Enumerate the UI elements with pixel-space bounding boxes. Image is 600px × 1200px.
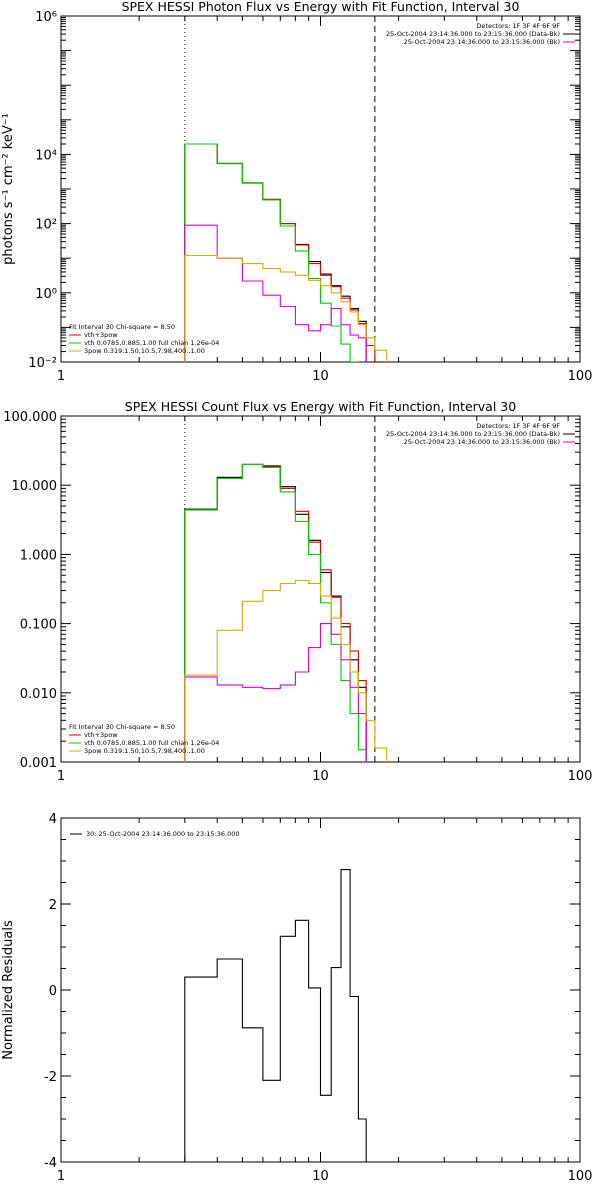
legend-top-text: Detectors: 1F 3F 4F 6F 9F: [476, 22, 560, 30]
legend-bottom-text: 3pow 0.319,1.50,10.5,7.98,400.,1.00: [84, 347, 205, 355]
legend-bottom-text: Fit Interval 30 Chi-square = 8.50: [69, 323, 175, 331]
legend-bottom-text: Fit Interval 30 Chi-square = 8.50: [69, 723, 175, 731]
series-data-bk: [184, 143, 367, 362]
x-tick-label: 10: [312, 1169, 329, 1184]
x-tick-label: 10: [312, 369, 329, 384]
legend-bottom-text: 3pow 0.319,1.50,10.5,7.98,400.,1.00: [84, 747, 205, 755]
x-tick-label: 10: [312, 769, 329, 784]
x-tick-label: 100: [568, 769, 593, 784]
y-tick-label: 10.000: [12, 479, 58, 494]
y-tick-label: 10⁻²: [28, 356, 57, 371]
y-tick-label: 10⁴: [35, 148, 57, 163]
series-3pow: [184, 623, 367, 762]
legend-top-text: 25-Oct-2004 23:14:36.000 to 23:15:36.000…: [404, 38, 560, 46]
y-tick-label: 10²: [35, 218, 57, 233]
chart-title: SPEX HESSI Count Flux vs Energy with Fit…: [125, 399, 516, 414]
legend-bottom-text: vth+3pow: [84, 331, 118, 339]
legend-top-text: 25-Oct-2004 23:14:36.000 to 23:15:36.000…: [404, 438, 560, 446]
legend-text: 30: 25-Oct-2004 23:14:36.000 to 23:15:36…: [86, 830, 240, 838]
legend-bottom-text: vth+3pow: [84, 731, 118, 739]
series-bk: [184, 254, 388, 362]
x-tick-label: 1: [57, 769, 65, 784]
y-tick-label: 10⁰: [35, 287, 57, 302]
y-tick-label: 1.000: [20, 548, 57, 563]
y-tick-label: 100.000: [3, 410, 57, 425]
plot-frame: [60, 15, 581, 363]
series-vth-3pow: [184, 143, 376, 362]
series-data-bk: [184, 463, 367, 762]
series-vth: [184, 463, 367, 762]
series-residuals: [184, 869, 367, 1162]
legend-bottom-text: vth 0.0785,0.885,1.00 full chian 1.26e-0…: [84, 739, 219, 747]
x-tick-label: 100: [568, 1169, 593, 1184]
series-vth: [184, 143, 359, 362]
x-tick-label: 1: [57, 1169, 65, 1184]
y-tick-label: -2: [44, 1070, 57, 1085]
y-tick-label: 0.001: [20, 756, 57, 771]
series-vth-3pow: [184, 463, 367, 762]
series-3pow: [184, 224, 367, 362]
y-tick-label: 0.010: [20, 687, 57, 702]
legend-top-text: 25-Oct-2004 23:14:36.000 to 23:15:36.000…: [386, 30, 560, 38]
y-tick-label: 10⁶: [35, 10, 57, 25]
y-tick-label: 2: [49, 898, 57, 913]
legend-bottom-text: vth 0.0785,0.885,1.00 full chian 1.26e-0…: [84, 339, 219, 347]
y-axis-label: Normalized Residuals: [1, 920, 16, 1060]
x-tick-label: 100: [568, 369, 593, 384]
y-tick-label: 4: [49, 812, 57, 827]
legend-top-text: Detectors: 1F 3F 4F 6F 9F: [476, 422, 560, 430]
series-bk: [184, 579, 388, 762]
y-tick-label: -4: [44, 1156, 57, 1171]
y-axis-label: photons s⁻¹ cm⁻² keV⁻¹: [1, 113, 16, 265]
y-tick-label: 0.100: [20, 618, 57, 633]
y-tick-label: 0: [49, 984, 57, 999]
x-tick-label: 1: [57, 369, 65, 384]
chart-title: SPEX HESSI Photon Flux vs Energy with Fi…: [122, 0, 520, 14]
legend-top-text: 25-Oct-2004 23:14:36.000 to 23:15:36.000…: [386, 430, 560, 438]
